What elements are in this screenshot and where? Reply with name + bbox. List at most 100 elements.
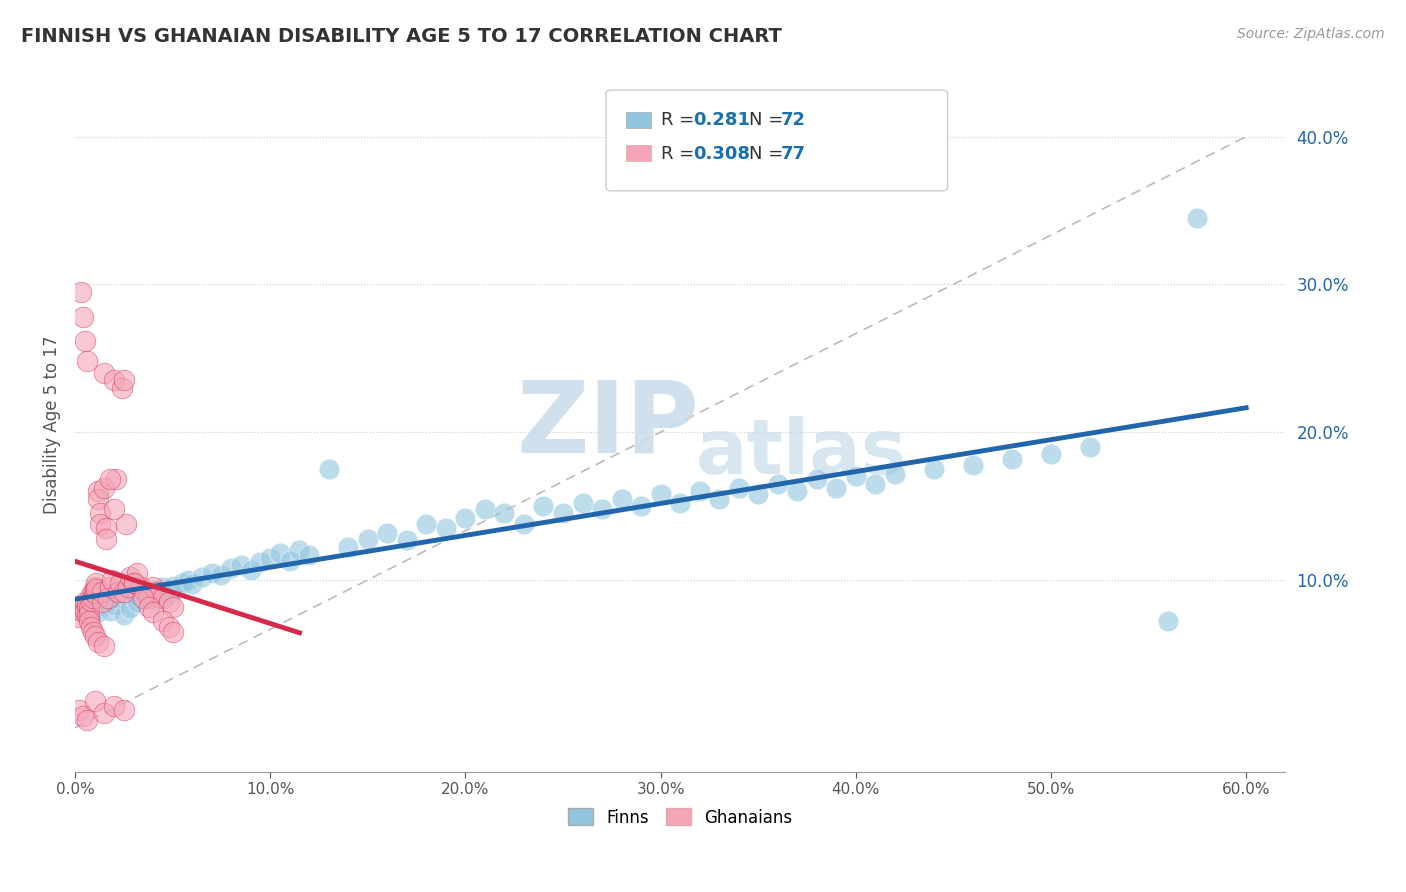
Point	[83, 599, 105, 614]
Text: R =: R =	[661, 145, 700, 163]
Point	[76, 714, 98, 728]
Point	[415, 516, 437, 531]
Point	[83, 580, 105, 594]
Point	[747, 487, 769, 501]
Point	[395, 533, 418, 547]
Point	[112, 703, 135, 717]
Point	[298, 548, 321, 562]
Point	[67, 610, 90, 624]
Point	[122, 575, 145, 590]
Point	[87, 484, 110, 499]
Point	[152, 591, 174, 605]
Point	[83, 694, 105, 708]
Point	[98, 580, 121, 594]
Point	[103, 698, 125, 713]
Point	[79, 620, 101, 634]
Point	[77, 601, 100, 615]
Point	[229, 558, 252, 573]
Text: atlas: atlas	[696, 416, 907, 490]
Point	[138, 599, 160, 614]
Point	[146, 592, 169, 607]
Point	[93, 640, 115, 654]
Point	[219, 561, 242, 575]
Text: FINNISH VS GHANAIAN DISABILITY AGE 5 TO 17 CORRELATION CHART: FINNISH VS GHANAIAN DISABILITY AGE 5 TO …	[21, 27, 782, 45]
Point	[93, 481, 115, 495]
Point	[97, 591, 120, 605]
Point	[108, 575, 131, 590]
Point	[87, 635, 110, 649]
Text: 0.308: 0.308	[693, 145, 751, 163]
Y-axis label: Disability Age 5 to 17: Disability Age 5 to 17	[44, 335, 60, 514]
Point	[98, 604, 121, 618]
Point	[73, 595, 96, 609]
Point	[96, 521, 118, 535]
Point	[707, 491, 730, 506]
Point	[101, 573, 124, 587]
Point	[786, 484, 808, 499]
Point	[883, 467, 905, 481]
Point	[83, 586, 105, 600]
Point	[806, 472, 828, 486]
Point	[152, 615, 174, 629]
Text: 72: 72	[780, 112, 806, 129]
Point	[86, 582, 108, 596]
Text: N =: N =	[749, 145, 789, 163]
Point	[201, 566, 224, 580]
Point	[1157, 615, 1180, 629]
Point	[434, 521, 457, 535]
Point	[278, 554, 301, 568]
Point	[96, 532, 118, 546]
Point	[93, 706, 115, 720]
Legend: Finns, Ghanaians: Finns, Ghanaians	[561, 802, 799, 833]
Point	[191, 570, 214, 584]
Point	[610, 491, 633, 506]
Point	[142, 580, 165, 594]
Point	[142, 583, 165, 598]
Point	[118, 601, 141, 615]
Point	[533, 499, 555, 513]
Point	[79, 593, 101, 607]
Point	[72, 310, 94, 324]
Point	[83, 629, 105, 643]
Point	[82, 624, 104, 639]
Point	[82, 584, 104, 599]
Point	[103, 598, 125, 612]
Point	[269, 546, 291, 560]
Point	[288, 543, 311, 558]
Point	[67, 703, 90, 717]
Point	[107, 584, 129, 599]
Point	[127, 595, 149, 609]
Point	[77, 607, 100, 621]
Point	[1039, 447, 1062, 461]
Point	[1001, 451, 1024, 466]
Point	[513, 516, 536, 531]
Text: R =: R =	[661, 112, 700, 129]
Point	[157, 595, 180, 609]
Point	[72, 709, 94, 723]
Point	[131, 580, 153, 594]
Point	[162, 624, 184, 639]
Point	[239, 563, 262, 577]
Point	[79, 610, 101, 624]
Text: ZIP: ZIP	[516, 376, 699, 474]
Point	[162, 599, 184, 614]
Point	[118, 570, 141, 584]
Point	[142, 606, 165, 620]
Point	[76, 354, 98, 368]
Point	[177, 573, 200, 587]
Point	[112, 608, 135, 623]
Point	[107, 591, 129, 605]
Point	[766, 476, 789, 491]
Point	[93, 595, 115, 609]
Point	[111, 381, 134, 395]
Point	[157, 620, 180, 634]
Point	[82, 591, 104, 605]
Point	[162, 579, 184, 593]
Point	[91, 595, 114, 609]
Point	[474, 502, 496, 516]
Point	[318, 462, 340, 476]
Point	[132, 584, 155, 599]
Point	[494, 507, 516, 521]
Text: 77: 77	[780, 145, 806, 163]
Point	[89, 516, 111, 531]
